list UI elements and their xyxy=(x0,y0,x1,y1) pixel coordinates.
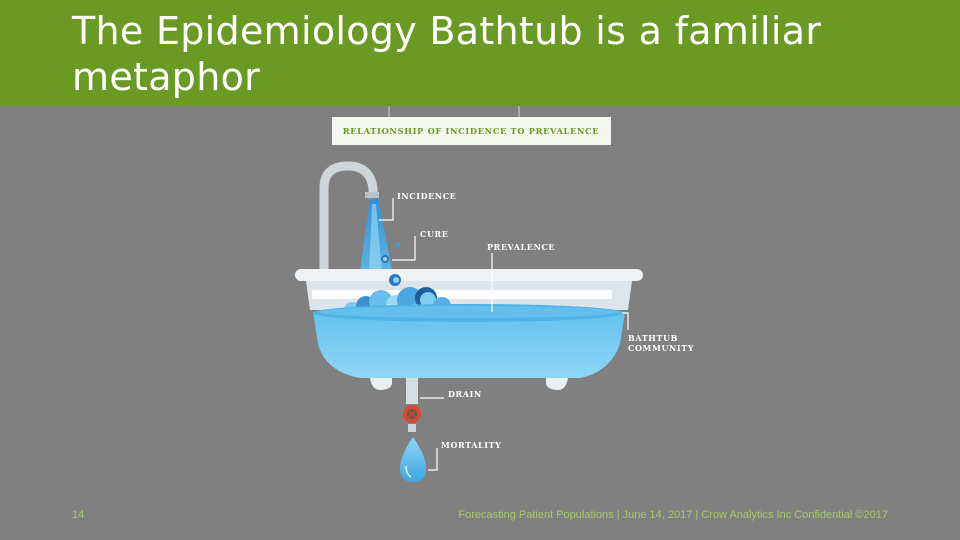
mortality-label: MORTALITY xyxy=(441,440,502,450)
page-number: 14 xyxy=(72,509,85,521)
faucet-icon xyxy=(319,161,379,277)
drain-label: DRAIN xyxy=(448,389,482,399)
drain-pipe xyxy=(403,378,421,432)
bathtub-label-line2: COMMUNITY xyxy=(628,343,694,353)
mortality-drop-icon xyxy=(400,437,426,482)
cure-label: CURE xyxy=(420,229,449,239)
tub-feet xyxy=(370,378,568,390)
tub-rim xyxy=(295,269,643,281)
bathtub-leader xyxy=(622,312,629,330)
banner-label: RELATIONSHIP OF INCIDENCE TO PREVALENCE xyxy=(343,126,600,136)
mortality-leader xyxy=(428,448,438,471)
prevalence-label: PREVALENCE xyxy=(487,242,555,252)
banner-box xyxy=(332,117,611,145)
incidence-label: INCIDENCE xyxy=(397,191,456,201)
footer-text: Forecasting Patient Populations | June 1… xyxy=(458,509,888,521)
bathtub-label-line1: BATHTUB xyxy=(628,333,678,343)
cure-leader xyxy=(392,236,416,261)
tub-water xyxy=(313,306,625,378)
slide-title: The Epidemiology Bathtub is a familiar m… xyxy=(72,9,822,99)
title-bar: The Epidemiology Bathtub is a familiar m… xyxy=(0,0,960,106)
incidence-leader xyxy=(379,198,394,221)
